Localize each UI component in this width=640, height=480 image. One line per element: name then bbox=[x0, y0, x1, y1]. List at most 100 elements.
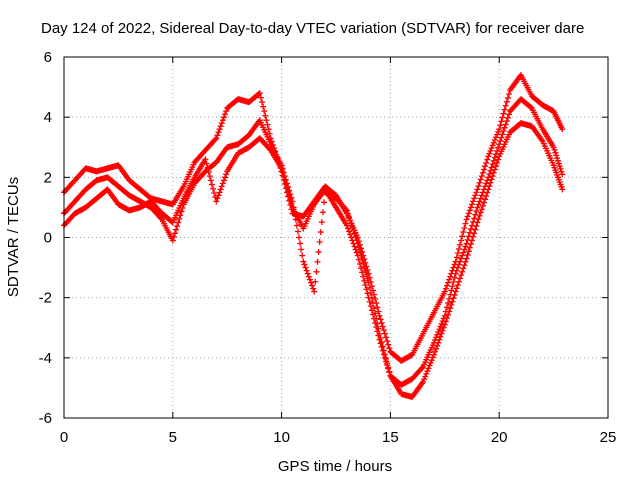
data-point bbox=[483, 159, 490, 166]
data-point bbox=[262, 112, 269, 119]
data-point bbox=[485, 153, 492, 160]
data-point bbox=[315, 248, 322, 255]
y-tick-label: 2 bbox=[44, 169, 52, 186]
data-point bbox=[486, 183, 493, 190]
data-point bbox=[442, 285, 449, 292]
data-point bbox=[450, 295, 457, 302]
data-point bbox=[471, 230, 478, 237]
data-point bbox=[465, 210, 472, 217]
data-point bbox=[206, 173, 213, 180]
data-point bbox=[300, 258, 307, 265]
data-point bbox=[303, 267, 310, 274]
data-point bbox=[313, 268, 320, 275]
data-point bbox=[294, 228, 301, 235]
data-point bbox=[465, 248, 472, 255]
data-point bbox=[376, 336, 383, 343]
data-point bbox=[349, 223, 356, 230]
data-point bbox=[379, 347, 386, 354]
data-point bbox=[489, 173, 496, 180]
data-point bbox=[492, 134, 499, 141]
data-point bbox=[362, 267, 369, 274]
data-point bbox=[376, 312, 383, 319]
data-point bbox=[214, 195, 221, 202]
data-point bbox=[366, 284, 373, 291]
data-point bbox=[442, 318, 449, 325]
data-point bbox=[364, 275, 371, 282]
data-point bbox=[365, 294, 372, 301]
y-tick-label: 0 bbox=[44, 230, 52, 247]
data-point bbox=[369, 311, 376, 318]
data-point bbox=[483, 192, 490, 199]
data-point bbox=[384, 337, 391, 344]
data-point bbox=[176, 215, 183, 222]
data-point bbox=[497, 122, 504, 129]
data-point bbox=[459, 268, 466, 275]
data-point bbox=[365, 279, 372, 286]
data-point bbox=[350, 240, 357, 247]
data-point bbox=[473, 223, 480, 230]
data-point bbox=[471, 195, 478, 202]
data-point bbox=[457, 241, 464, 248]
data-point bbox=[451, 274, 458, 281]
data-point bbox=[348, 220, 355, 227]
data-point bbox=[355, 256, 362, 263]
data-point bbox=[454, 264, 461, 271]
data-point bbox=[472, 192, 479, 199]
data-point bbox=[470, 198, 477, 205]
data-point bbox=[461, 224, 468, 231]
data-point bbox=[445, 300, 452, 307]
data-point bbox=[353, 249, 360, 256]
data-point bbox=[175, 219, 182, 226]
y-tick-label: -4 bbox=[39, 350, 52, 367]
data-point bbox=[207, 177, 214, 184]
data-point bbox=[423, 370, 430, 377]
data-point bbox=[495, 128, 502, 135]
data-point bbox=[477, 176, 484, 183]
data-point bbox=[369, 300, 376, 307]
data-point bbox=[558, 168, 565, 175]
data-point bbox=[383, 358, 390, 365]
data-point bbox=[210, 185, 217, 192]
data-point bbox=[454, 282, 461, 289]
data-point bbox=[462, 220, 469, 227]
data-point bbox=[453, 267, 460, 274]
data-point bbox=[261, 108, 268, 115]
data-point bbox=[554, 155, 561, 162]
data-point bbox=[379, 323, 386, 330]
data-point bbox=[489, 142, 496, 149]
data-point bbox=[299, 252, 306, 259]
data-point bbox=[459, 233, 466, 240]
series-track-b bbox=[61, 96, 566, 388]
data-point bbox=[373, 324, 380, 331]
data-point bbox=[215, 129, 222, 136]
data-point bbox=[489, 161, 496, 168]
data-point bbox=[259, 99, 266, 106]
data-point bbox=[173, 226, 180, 233]
data-point bbox=[213, 135, 220, 142]
data-point bbox=[364, 290, 371, 297]
data-point bbox=[309, 282, 316, 289]
data-point bbox=[500, 110, 507, 117]
data-point bbox=[218, 183, 225, 190]
data-point bbox=[316, 239, 323, 246]
data-point bbox=[306, 276, 313, 283]
data-point bbox=[505, 91, 512, 98]
data-point bbox=[297, 240, 304, 247]
data-point bbox=[351, 243, 358, 250]
y-axis-label: SDTVAR / TECUs bbox=[5, 177, 22, 297]
data-point bbox=[482, 196, 489, 203]
data-point bbox=[458, 255, 465, 262]
data-point bbox=[553, 152, 560, 159]
data-point bbox=[287, 196, 294, 203]
data-point bbox=[293, 222, 300, 229]
data-point bbox=[475, 201, 482, 208]
data-point bbox=[344, 210, 351, 217]
data-point bbox=[502, 102, 509, 109]
data-point bbox=[554, 157, 561, 164]
data-point bbox=[212, 136, 219, 143]
data-point bbox=[477, 209, 484, 216]
data-point bbox=[446, 308, 453, 315]
data-point bbox=[460, 265, 467, 272]
data-point bbox=[501, 106, 508, 113]
